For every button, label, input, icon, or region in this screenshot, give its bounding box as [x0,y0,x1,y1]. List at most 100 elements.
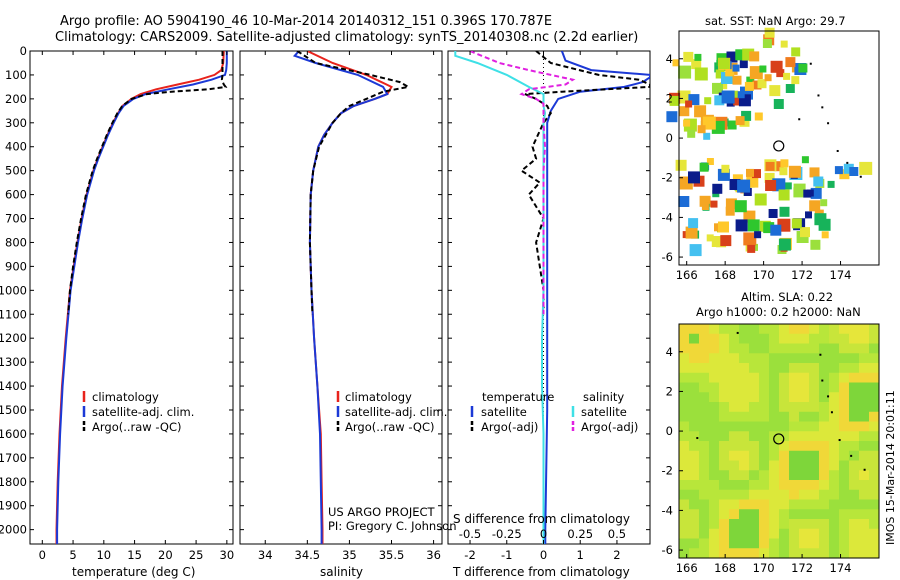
sla-cell [679,392,690,403]
sla-cell [819,392,830,403]
sla-cell [789,333,800,345]
depth-tick-label: 1900 [0,499,27,513]
sla-cell [749,450,760,462]
sla-cell [679,343,690,354]
sst-cell [770,224,782,236]
depth-tick-label: 1200 [0,331,27,345]
salinity-xlabel: salinity [320,565,363,579]
sla-cell [709,538,720,549]
x-tick-label: -2 [464,548,475,562]
map-y-tick-label: 2 [666,384,673,398]
sla-cell [709,372,720,384]
sst-cell [703,132,711,140]
sla-cell [839,450,850,462]
sla-cell [729,450,740,462]
argo-position-marker [773,433,785,445]
sst-cell [675,159,687,171]
sla-cell [779,470,790,481]
sla-cell [749,441,760,452]
sla-cell [849,333,860,345]
sla-cell [779,324,790,335]
sla-cell [769,450,780,462]
difference-xlabel-s: S difference from climatology [453,512,630,526]
difference-legend: temperature salinity satellite Argo(-adj… [470,390,638,434]
sst-cell [732,64,740,72]
sla-cell [839,470,850,481]
sla-cell [739,324,750,335]
sla-cell [749,411,760,423]
sla-cell [679,324,690,335]
sla-cell [819,528,830,540]
sla-cell [709,480,720,491]
sst-cell [764,27,775,38]
sla-cell [719,402,730,413]
sla-cell [829,470,840,481]
sla-cell [709,353,720,364]
s-tick-label: 0.5 [608,527,626,541]
sla-cell [869,528,880,540]
sla-cell [749,392,760,403]
sla-cell [849,353,860,364]
sla-cell [769,480,780,491]
sla-cell [759,499,770,510]
sla-cell [869,519,880,530]
series-line-climatology [55,51,225,544]
sst-cell [672,59,680,67]
sla-cell [849,499,860,510]
sla-cell [819,509,830,520]
map-x-tick-label: 170 [753,268,775,282]
sla-cell [869,421,880,432]
sla-cell [729,353,740,364]
sla-cell [869,392,880,403]
sla-cell [829,363,840,374]
sla-cell [699,372,710,384]
sla-cell [859,460,870,471]
sla-cell [749,402,760,413]
series-line-t-satellite [544,51,650,544]
x-tick-label: 0 [39,548,46,562]
sla-cell [749,333,760,345]
sst-cell [739,60,748,69]
sst-cell [727,120,737,130]
sla-cell [819,450,830,462]
sst-cell [688,171,700,184]
sst-cell [773,99,784,109]
sst-cell [687,129,696,138]
sla-cell [699,324,710,335]
sla-cell [859,392,870,403]
sla-cell [849,392,860,403]
sla-cell [789,411,800,423]
sst-cell [752,169,761,179]
sla-cell [749,538,760,549]
sla-cell [849,411,860,423]
coast-mark [838,439,841,442]
sla-cell [869,548,880,559]
sla-cell [759,489,770,501]
sst-cell [839,169,850,180]
sla-cell [859,324,870,335]
sla-cell [829,548,840,559]
sla-cell [839,480,850,491]
sla-cell [819,519,830,530]
sla-cell [759,460,770,471]
sla-cell [759,519,770,530]
sst-cell [762,39,772,48]
sst-cell [669,95,680,106]
series-line-satellite-adj-clim- [56,51,228,544]
sst-cell [783,72,791,80]
sla-cell [699,548,710,559]
sst-cell [791,218,802,229]
sla-cell [809,402,820,413]
sla-cell [779,450,790,462]
sst-cell [725,206,735,216]
sst-cell [810,239,821,250]
sla-cell [789,353,800,364]
series-line-argo-raw-qc- [67,51,228,315]
sst-cell [726,51,738,63]
sla-cell [819,363,830,374]
sst-cell [694,53,702,61]
sla-cell [689,372,700,384]
sla-cell [699,363,710,374]
sla-cell [679,460,690,471]
sla-map [679,324,880,559]
